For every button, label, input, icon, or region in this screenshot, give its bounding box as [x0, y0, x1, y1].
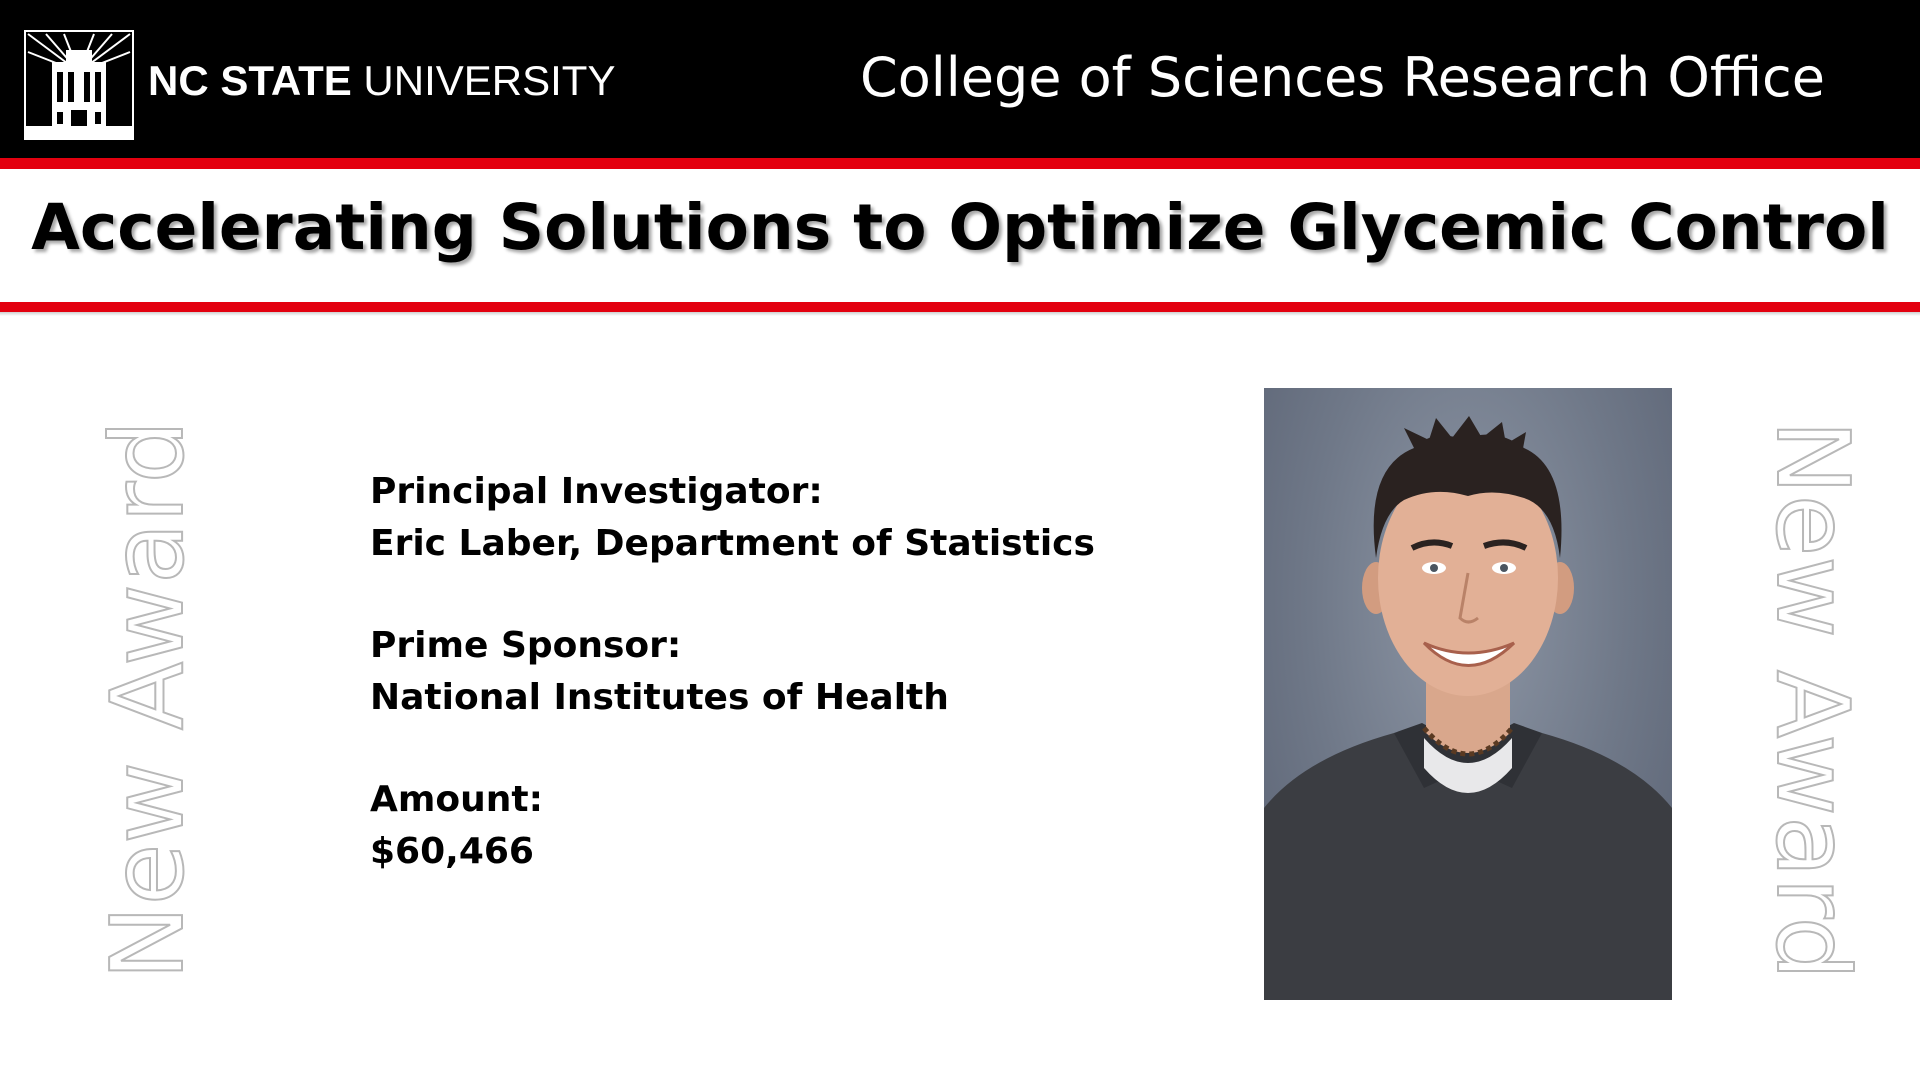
- amount-group: Amount: $60,466: [370, 774, 1190, 878]
- belltower-icon: [24, 30, 134, 140]
- pi-label: Principal Investigator:: [370, 471, 823, 512]
- sponsor-value: National Institutes of Health: [370, 677, 949, 718]
- title-accent-stripe: [0, 302, 1920, 312]
- investigator-photo: [1264, 388, 1672, 1000]
- amount-value: $60,466: [370, 831, 534, 872]
- university-wordmark: NC STATE UNIVERSITY: [148, 56, 615, 106]
- header-bar: NC STATE UNIVERSITY College of Sciences …: [0, 0, 1920, 158]
- side-label-right: New Award: [1753, 419, 1872, 981]
- award-info: Principal Investigator: Eric Laber, Depa…: [370, 466, 1190, 928]
- title-stripe-shadow: [0, 312, 1920, 316]
- wordmark-bold: NC STATE: [148, 57, 352, 104]
- pi-group: Principal Investigator: Eric Laber, Depa…: [370, 466, 1190, 570]
- side-label-left: New Award: [88, 419, 207, 981]
- sponsor-label: Prime Sponsor:: [370, 625, 682, 666]
- pi-value: Eric Laber, Department of Statistics: [370, 523, 1095, 564]
- amount-label: Amount:: [370, 779, 543, 820]
- office-title: College of Sciences Research Office: [860, 46, 1825, 109]
- header-accent-stripe: [0, 158, 1920, 169]
- wordmark-regular: UNIVERSITY: [351, 57, 616, 104]
- slide-title: Accelerating Solutions to Optimize Glyce…: [31, 191, 1889, 264]
- sponsor-group: Prime Sponsor: National Institutes of He…: [370, 620, 1190, 724]
